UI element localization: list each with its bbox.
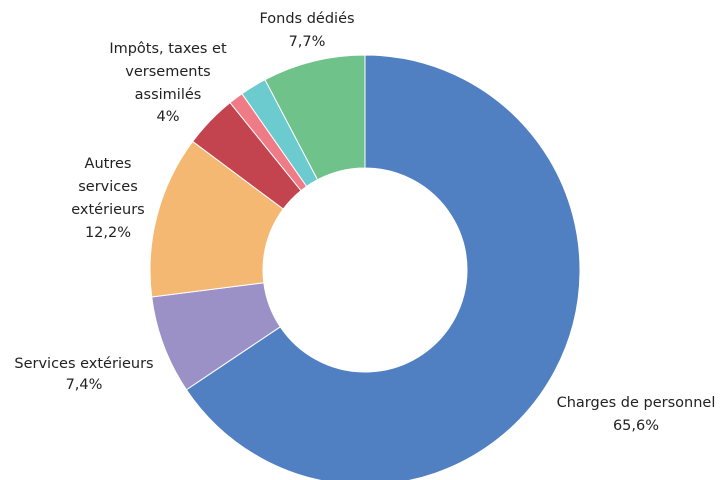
value-label: 7,7% (288, 34, 326, 50)
slice-label: Services extérieurs 7,4% (0, 353, 169, 394)
category-name: Impôts, taxes et versements assimilés (109, 41, 227, 103)
category-name: Charges de personnel (556, 395, 716, 411)
category-name: Autres services extérieurs (71, 156, 145, 218)
category-name: Services extérieurs (14, 356, 154, 372)
value-label: 65,6% (612, 418, 660, 434)
slice-label: Charges de personnel 65,6% (536, 392, 726, 437)
value-label: 7,4% (65, 377, 103, 393)
value-label: 12,2% (84, 225, 132, 241)
donut-slice (264, 54, 366, 181)
slice-label: Fonds dédiés 7,7% (237, 8, 377, 53)
category-name: Fonds dédiés (259, 11, 355, 27)
slice-label: Autres services extérieurs 12,2% (58, 153, 158, 245)
value-label: 4% (156, 109, 180, 125)
donut-slice (185, 54, 581, 480)
slice-label: Impôts, taxes et versements assimilés 4% (103, 38, 233, 127)
